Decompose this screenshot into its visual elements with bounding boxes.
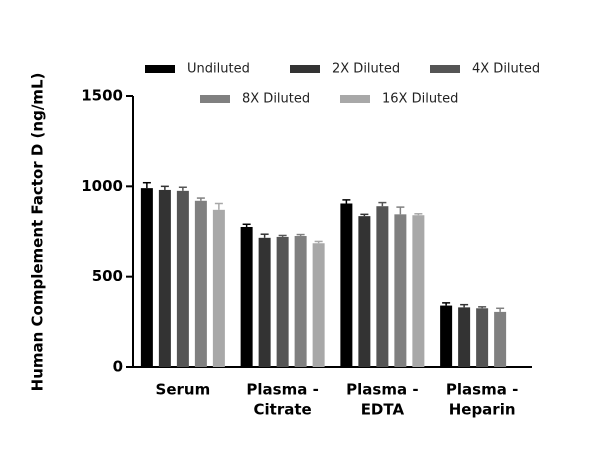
y-tick-label: 0 (113, 358, 123, 376)
bar (412, 215, 425, 367)
error-bar (314, 240, 323, 244)
bar (340, 203, 353, 367)
y-axis-label: Human Complement Factor D (ng/mL) (29, 73, 47, 392)
y-tick-label: 500 (92, 267, 123, 285)
bar (312, 243, 325, 367)
x-tick-label: EDTA (361, 401, 405, 419)
bar (276, 236, 289, 367)
error-bar (396, 206, 405, 215)
bar (176, 190, 189, 367)
legend-swatch (145, 65, 175, 73)
x-tick-label: Plasma - (446, 381, 518, 399)
error-bar (342, 199, 351, 204)
error-bar (460, 303, 469, 308)
bar (294, 236, 307, 367)
legend-label: 16X Diluted (382, 92, 458, 107)
error-bar (214, 202, 223, 210)
x-tick-label: Heparin (449, 401, 516, 419)
error-bar (242, 223, 251, 227)
bar (358, 216, 371, 367)
bar (494, 311, 507, 367)
x-tick-label: Plasma - (246, 381, 318, 399)
error-bar (142, 181, 151, 189)
bar (158, 189, 171, 367)
bar (258, 237, 271, 367)
x-tick-label: Serum (156, 381, 211, 399)
error-bar (360, 213, 369, 217)
legend-label: 4X Diluted (472, 62, 540, 77)
error-bar (178, 186, 187, 191)
error-bar (196, 197, 205, 201)
legend-swatch (290, 65, 320, 73)
error-bar (260, 233, 269, 238)
bar (476, 308, 489, 367)
bar (440, 305, 453, 367)
bar (240, 226, 253, 367)
legend-label: 2X Diluted (332, 62, 400, 77)
bar (194, 200, 207, 367)
error-bar (478, 306, 487, 309)
y-tick-label: 1000 (81, 177, 123, 195)
error-bar (296, 233, 305, 237)
legend-swatch (340, 95, 370, 103)
legend-swatch (200, 95, 230, 103)
error-bar (160, 185, 169, 190)
error-bar (414, 213, 423, 216)
bar (140, 188, 153, 367)
error-bar (442, 302, 451, 306)
bar (376, 206, 389, 367)
legend-swatch (430, 65, 460, 73)
legend-label: Undiluted (187, 62, 250, 77)
error-bar (496, 307, 505, 312)
bar (458, 307, 471, 367)
y-tick-label: 1500 (81, 87, 123, 105)
bar (212, 209, 225, 367)
bar (394, 214, 407, 367)
x-tick-label: Citrate (254, 401, 312, 419)
error-bar (378, 201, 387, 207)
error-bar (278, 234, 287, 237)
x-tick-label: Plasma - (346, 381, 418, 399)
legend-label: 8X Diluted (242, 92, 310, 107)
